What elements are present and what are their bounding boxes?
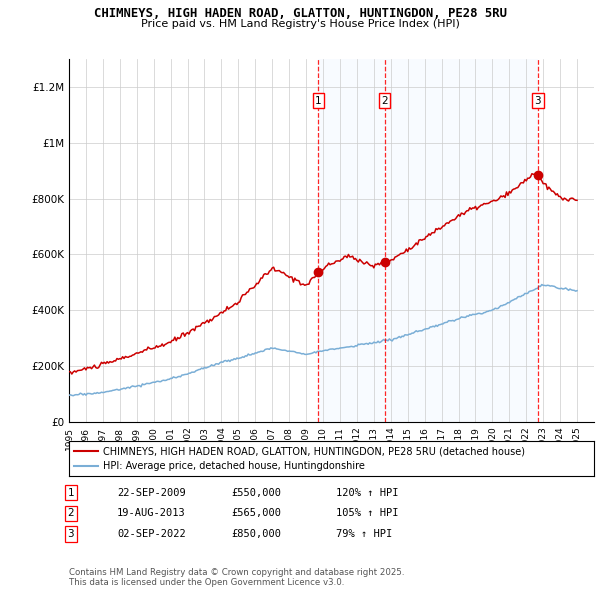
Text: 79% ↑ HPI: 79% ↑ HPI xyxy=(336,529,392,539)
Text: HPI: Average price, detached house, Huntingdonshire: HPI: Average price, detached house, Hunt… xyxy=(103,461,365,471)
Text: 2: 2 xyxy=(381,96,388,106)
Text: 19-AUG-2013: 19-AUG-2013 xyxy=(117,509,186,518)
Text: 3: 3 xyxy=(534,96,541,106)
Text: £850,000: £850,000 xyxy=(231,529,281,539)
Text: 3: 3 xyxy=(67,529,74,539)
Text: £565,000: £565,000 xyxy=(231,509,281,518)
Text: 22-SEP-2009: 22-SEP-2009 xyxy=(117,488,186,497)
Text: CHIMNEYS, HIGH HADEN ROAD, GLATTON, HUNTINGDON, PE28 5RU (detached house): CHIMNEYS, HIGH HADEN ROAD, GLATTON, HUNT… xyxy=(103,446,525,456)
Text: 02-SEP-2022: 02-SEP-2022 xyxy=(117,529,186,539)
Text: £550,000: £550,000 xyxy=(231,488,281,497)
Bar xyxy=(319,59,385,422)
Text: Contains HM Land Registry data © Crown copyright and database right 2025.
This d: Contains HM Land Registry data © Crown c… xyxy=(69,568,404,587)
Text: 1: 1 xyxy=(67,488,74,497)
Text: 1: 1 xyxy=(315,96,322,106)
Bar xyxy=(385,59,538,422)
Text: CHIMNEYS, HIGH HADEN ROAD, GLATTON, HUNTINGDON, PE28 5RU: CHIMNEYS, HIGH HADEN ROAD, GLATTON, HUNT… xyxy=(94,7,506,20)
Text: 105% ↑ HPI: 105% ↑ HPI xyxy=(336,509,398,518)
Text: 2: 2 xyxy=(67,509,74,518)
Text: 120% ↑ HPI: 120% ↑ HPI xyxy=(336,488,398,497)
Text: Price paid vs. HM Land Registry's House Price Index (HPI): Price paid vs. HM Land Registry's House … xyxy=(140,19,460,29)
